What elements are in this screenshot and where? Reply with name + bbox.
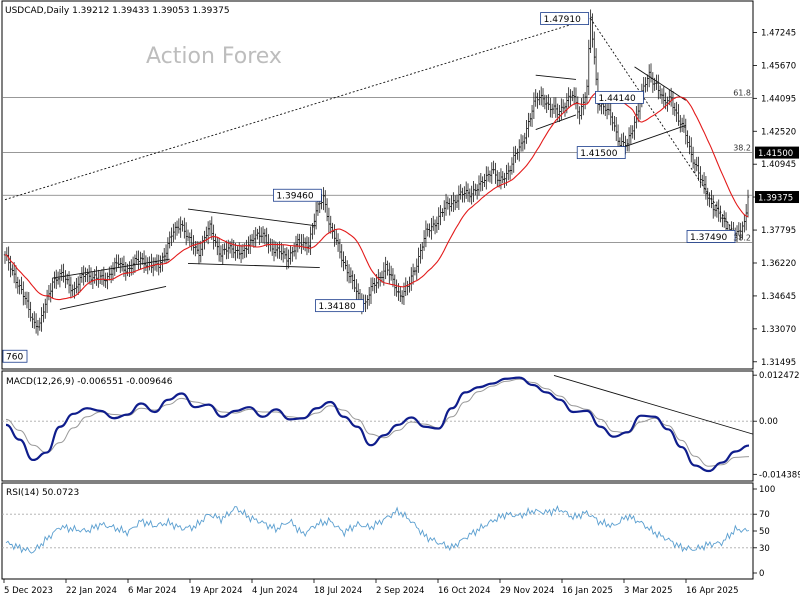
price-tick-label: 1.33070 xyxy=(761,325,796,335)
date-tick-label: 18 Jul 2024 xyxy=(314,586,362,596)
price-tick-label: 1.44095 xyxy=(761,94,796,104)
date-tick-label: 22 Jan 2024 xyxy=(66,586,117,596)
price-label-box xyxy=(315,299,364,313)
price-label-box xyxy=(686,230,736,243)
marked-level-label: 1.41500 xyxy=(758,149,793,159)
price-label: 1.37490 xyxy=(690,233,727,243)
price-tick-label: 1.34645 xyxy=(761,292,796,302)
channel-trendline xyxy=(535,114,577,131)
fib-label: 38.2 xyxy=(733,144,751,153)
price-panel: 1.47910 1.44140 1.41500 1.39460 1.37490 1.341… xyxy=(2,9,753,363)
date-tick-label: 4 Jun 2024 xyxy=(252,586,298,596)
channel-trendline xyxy=(619,124,686,149)
price-label-box xyxy=(595,90,644,104)
macd-trendline xyxy=(553,374,754,435)
price-tick-label: 1.31495 xyxy=(761,358,796,368)
price-tick-label: 1.36220 xyxy=(761,259,796,269)
date-tick-label: 16 Oct 2024 xyxy=(438,586,491,596)
rsi-tick-label: 30 xyxy=(759,544,770,554)
watermark: Action Forex xyxy=(146,44,282,69)
price-tick-label: 1.37795 xyxy=(761,226,796,236)
macd-title: MACD(12,26,9) -0.006551 -0.009646 xyxy=(6,377,173,387)
price-tick-label: 1.40945 xyxy=(761,160,796,170)
rsi-tick-label: 100 xyxy=(759,485,775,495)
price-label: 1.39460 xyxy=(276,192,313,202)
price-label-box xyxy=(2,349,28,363)
macd-tick-label: -0.014389 xyxy=(759,470,800,480)
macd-panel-frame xyxy=(1,370,754,482)
price-label: 1.34180 xyxy=(319,302,356,312)
rsi-tick-label: 0 xyxy=(759,569,764,579)
macd-tick-label: 0.012472 xyxy=(759,371,800,381)
macd-tick-label: 0.00 xyxy=(759,417,778,427)
price-tick-label: 1.47245 xyxy=(761,28,796,38)
price-label: 1.41500 xyxy=(580,149,617,159)
price-tick-label: 1.45670 xyxy=(761,61,796,71)
rsi-title: RSI(14) 50.0723 xyxy=(6,488,79,498)
fib-label: 38.2 xyxy=(733,234,751,243)
last-price-tag xyxy=(755,191,799,204)
date-tick-label: 29 Nov 2024 xyxy=(500,586,554,596)
date-tick-label: 3 Mar 2025 xyxy=(624,586,672,596)
price-label-box xyxy=(273,188,322,202)
channel-trendline xyxy=(535,74,577,80)
rsi-tick-label: 70 xyxy=(759,510,770,520)
price-panel-frame xyxy=(1,0,754,370)
rsi-panel xyxy=(2,505,753,554)
channel-trendline xyxy=(634,66,687,101)
price-label: 760 xyxy=(6,353,23,363)
macd-line xyxy=(5,376,750,473)
channel-trendline xyxy=(187,208,317,227)
date-tick-label: 16 Apr 2025 xyxy=(686,586,739,596)
date-tick-label: 6 Mar 2024 xyxy=(128,586,176,596)
chart-title: USDCAD,Daily 1.39212 1.39433 1.39053 1.3… xyxy=(5,6,230,16)
ohlc-bar xyxy=(746,189,750,218)
channel-trendline xyxy=(59,285,167,310)
rsi-line xyxy=(5,505,750,554)
channel-trendline xyxy=(187,262,320,269)
last-price-label: 1.39375 xyxy=(758,194,793,204)
date-tick-label: 2 Sep 2024 xyxy=(376,586,424,596)
price-tick-label: 1.42520 xyxy=(761,127,796,137)
date-tick-label: 5 Dec 2023 xyxy=(4,586,53,596)
fib-label: 61.8 xyxy=(733,88,751,97)
price-label: 1.47910 xyxy=(544,15,581,25)
marked-level-tag xyxy=(755,146,799,159)
price-label: 1.44140 xyxy=(599,94,636,104)
date-tick-label: 16 Jan 2025 xyxy=(562,586,613,596)
date-tick-label: 19 Apr 2024 xyxy=(190,586,243,596)
rsi-tick-label: 50 xyxy=(759,527,770,537)
price-label-box xyxy=(576,146,626,159)
axes: 1.47245 1.45670 1.44095 1.42520 1.40945 1.393… xyxy=(3,28,800,596)
price-label-box xyxy=(540,12,590,25)
macd-panel xyxy=(2,374,754,473)
